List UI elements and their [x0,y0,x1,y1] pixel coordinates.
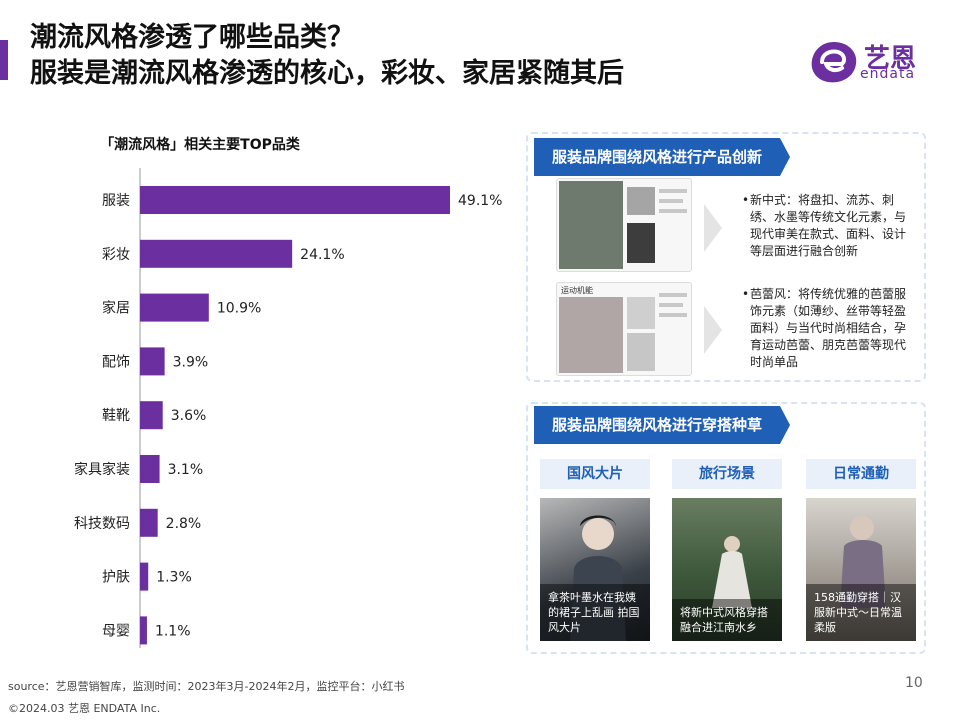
bar-value-label: 24.1% [300,247,344,263]
post-photo-2 [627,187,655,215]
bar [140,401,163,430]
woman-in-white-dress-illustration [712,536,752,608]
post-text-line [659,209,687,213]
bar-value-label: 1.3% [156,570,192,586]
outfit-seeding-header: 服装品牌围绕风格进行穿搭种草 [534,406,791,444]
arrow-right-icon [704,306,722,354]
travel-caption: 将新中式风格穿搭融合进江南水乡 [672,599,782,641]
tab-commute[interactable]: 日常通勤 [806,459,916,489]
logo-text-cn: 艺恩 [864,44,917,74]
page-title: 潮流风格渗透了哪些品类？ 服装是潮流风格渗透的核心，彩妆、家居紧随其后 [30,20,624,92]
innovation-item-2-text: 芭蕾风：将传统优雅的芭蕾服饰元素（如薄纱、丝带等轻盈面料）与当代时尚相结合，孕育… [750,287,907,369]
innovation-item-1: • 新中式：将盘扣、流苏、刺绣、水墨等传统文化元素，与现代审美在款式、面料、设计… [742,192,916,260]
category-label: 家居 [102,300,130,317]
post-photo-5 [627,297,655,329]
bar [140,186,450,214]
post-text-line [659,303,683,307]
product-innovation-header: 服装品牌围绕风格进行产品创新 [534,138,791,176]
bar [140,239,293,268]
title-line-1: 潮流风格渗透了哪些品类？ [30,22,354,53]
title-line-2: 服装是潮流风格渗透的核心，彩妆、家居紧随其后 [30,58,624,89]
post-text-line [659,189,687,193]
bar-value-label: 3.6% [171,408,207,424]
bullet-dot: • [742,287,750,301]
innovation-item-2: • 芭蕾风：将传统优雅的芭蕾服饰元素（如薄纱、丝带等轻盈面料）与当代时尚相结合，… [742,286,916,371]
bar-value-label: 2.8% [166,516,202,532]
copyright-note: ©2024.03 艺恩 ENDATA Inc. [8,702,161,715]
post-photo-1 [559,181,623,269]
logo-text-en: endata [860,66,916,82]
category-label: 家具家装 [74,461,130,478]
xiaohongshu-post-thumbnail-1[interactable] [556,178,692,272]
bar-value-label: 3.9% [173,354,209,370]
innovation-item-1-text: 新中式：将盘扣、流苏、刺绣、水墨等传统文化元素，与现代审美在款式、面料、设计等层… [750,193,907,258]
category-label: 护肤 [102,570,130,586]
category-label: 彩妆 [102,247,130,263]
arrow-right-icon [704,204,722,252]
outfit-seeding-panel: 服装品牌围绕风格进行穿搭种草 国风大片 旅行场景 日常通勤 拿茶叶墨水在我姨的裙… [526,402,926,654]
category-label: 服装 [102,193,130,209]
travel-photo-card[interactable]: 将新中式风格穿搭融合进江南水乡 [672,498,782,641]
bar-value-label: 10.9% [217,301,261,317]
bar [140,455,160,483]
tab-travel[interactable]: 旅行场景 [672,459,782,489]
commute-photo-card[interactable]: 158通勤穿搭｜汉服新中式～日常温柔版 [806,498,916,641]
post-text-line [659,313,687,317]
post-text-line [659,293,687,297]
woman-mirror-selfie-illustration [840,516,886,608]
bar [140,508,158,537]
post-photo-6 [627,333,655,371]
commute-caption: 158通勤穿搭｜汉服新中式～日常温柔版 [806,584,916,641]
title-accent-bar [0,40,8,80]
category-bar-chart: 「潮流风格」相关主要TOP品类 服装 49.1% 彩妆 24.1% 家居 10.9% 配饰 3… [74,136,502,648]
tab-guofeng[interactable]: 国风大片 [540,459,650,489]
post-text-line [659,199,683,203]
post-photo-3 [627,223,655,263]
category-label: 科技数码 [74,516,130,532]
guofeng-photo-card[interactable]: 拿茶叶墨水在我姨的裙子上乱画 拍国风大片 [540,498,650,641]
guofeng-caption: 拿茶叶墨水在我姨的裙子上乱画 拍国风大片 [540,584,650,641]
endata-logo-mark-icon [811,42,857,83]
xiaohongshu-post-thumbnail-2[interactable]: 运动机能 [556,282,692,376]
bar [140,562,149,591]
category-label: 配饰 [102,354,130,370]
source-note: source：艺恩营销智库，监测时间：2023年3月-2024年2月，监控平台：… [8,680,405,693]
bar-value-label: 49.1% [458,193,502,209]
bar-value-label: 3.1% [168,462,204,478]
product-innovation-panel: 服装品牌围绕风格进行产品创新 • 新中式：将盘扣、流苏、刺绣、水墨等传统文化元素… [526,132,926,382]
bar [140,293,209,322]
bar [140,616,147,645]
page-number: 10 [905,675,923,691]
bar-value-label: 1.1% [155,623,191,639]
bar [140,347,165,376]
category-label: 母婴 [102,623,130,639]
category-label: 鞋靴 [102,408,130,424]
post-photo-4 [559,297,623,373]
post-caption: 运动机能 [561,286,593,295]
woman-in-qipao-illustration [570,515,626,641]
chart-title: 「潮流风格」相关主要TOP品类 [100,136,301,153]
bullet-dot: • [742,193,750,207]
